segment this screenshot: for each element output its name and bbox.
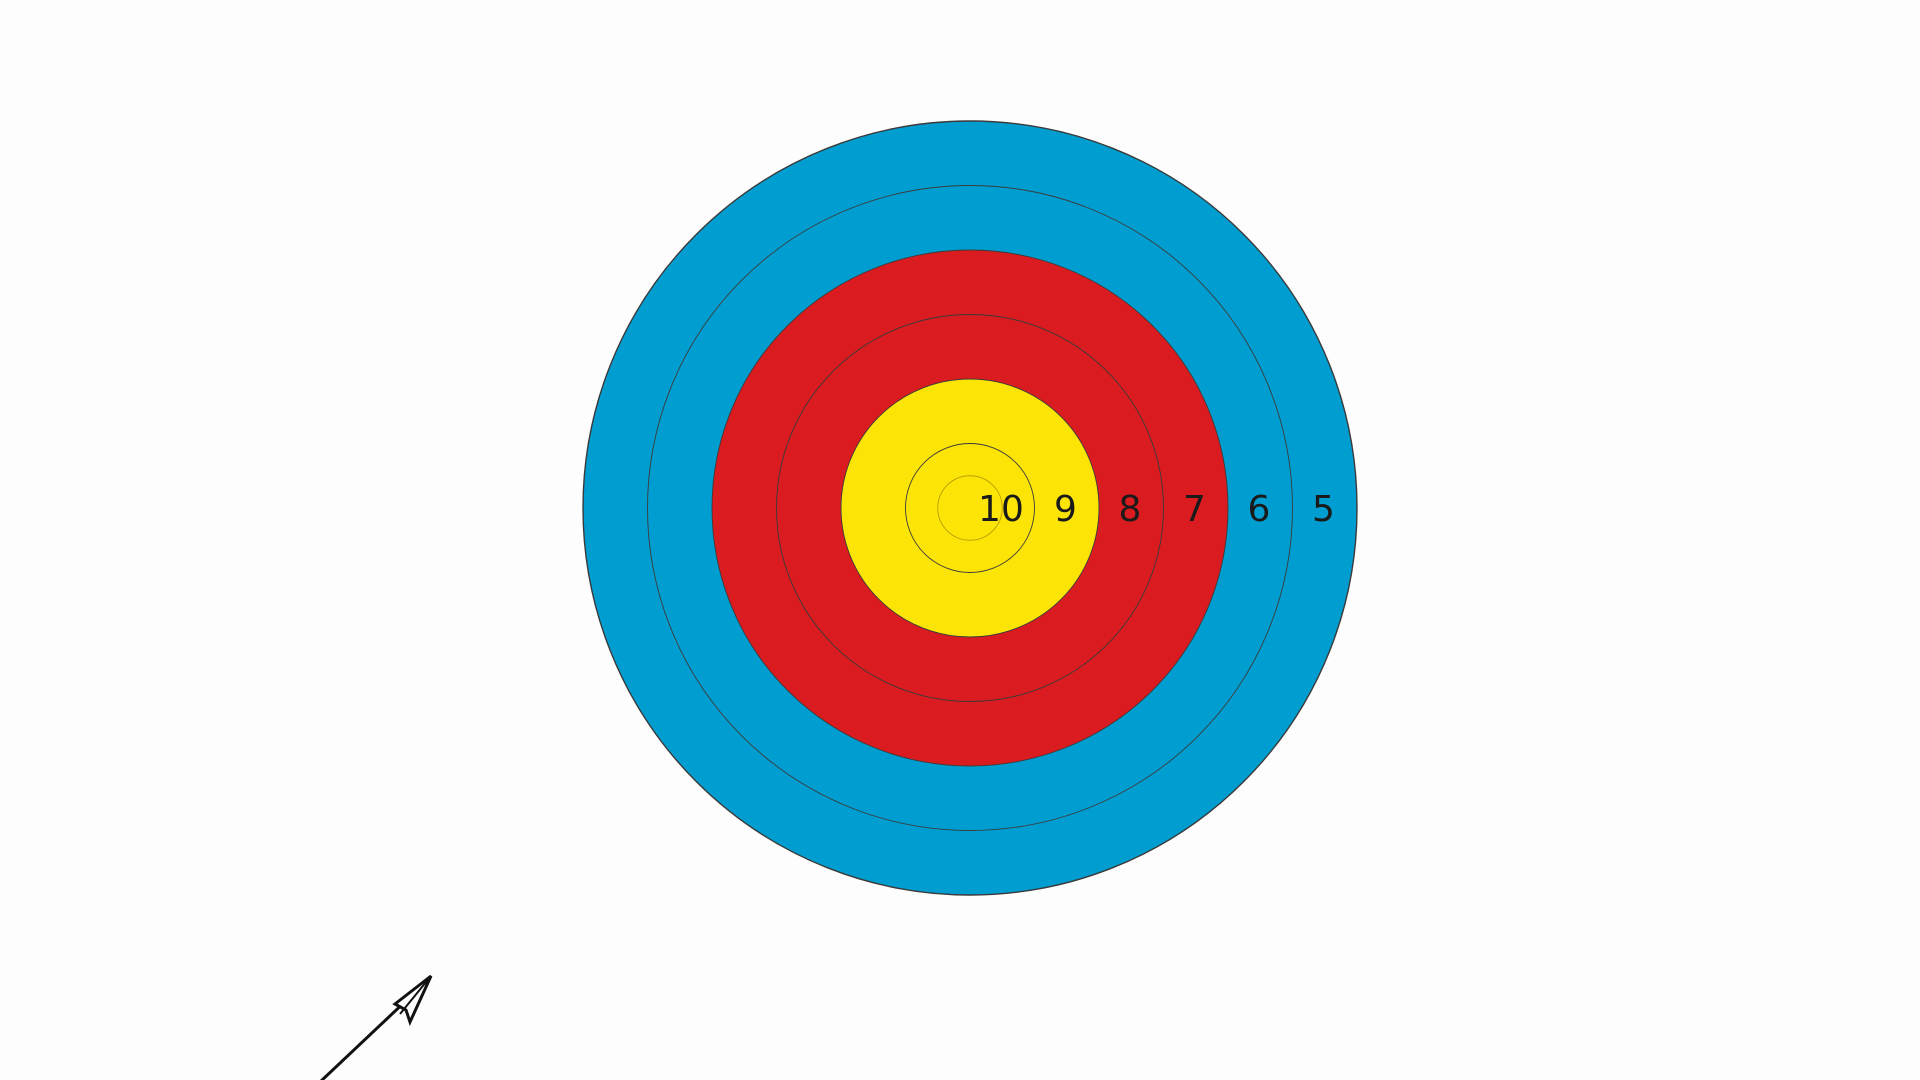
- ring-label-7: 7: [1183, 489, 1206, 530]
- arrow-icon[interactable]: [319, 974, 433, 1080]
- archery-target[interactable]: [582, 120, 1358, 896]
- ring-label-9: 9: [1054, 489, 1077, 530]
- ring-label-6: 6: [1248, 489, 1271, 530]
- ring-10[interactable]: [905, 443, 1035, 573]
- ring-label-8: 8: [1119, 489, 1142, 530]
- ring-label-10: 10: [978, 489, 1024, 530]
- inner-ring[interactable]: [937, 475, 1003, 541]
- ring-labels: 56 78 9 10: [978, 489, 1335, 530]
- ring-label-5: 5: [1312, 489, 1335, 530]
- arrow-head-ridge: [399, 975, 432, 1015]
